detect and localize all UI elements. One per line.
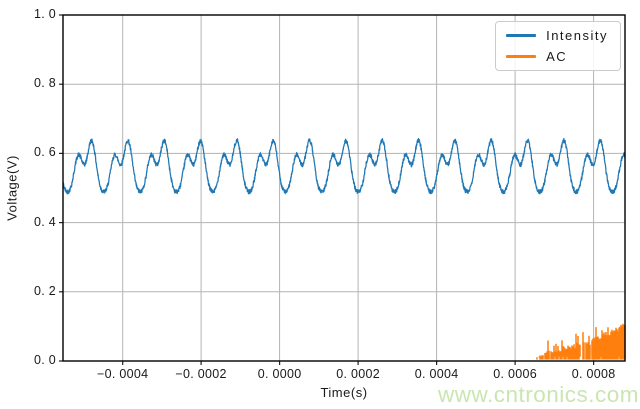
y-tick-label: 0. 6 [33, 145, 56, 160]
y-axis-label: Voltage(V) [4, 155, 20, 221]
ac-line-sample [506, 55, 537, 58]
intensity-series-path [62, 137, 626, 195]
x-tick-label: 0. 0006 [493, 367, 537, 381]
x-tick-label: 0. 0004 [414, 367, 459, 381]
legend-label-ac: AC [546, 49, 568, 64]
x-tick-label: 0. 0002 [336, 367, 380, 381]
legend-entry-intensity: Intensity [506, 27, 608, 44]
legend-entry-ac: AC [506, 48, 608, 65]
x-tick-label: −0. 0002 [175, 367, 227, 381]
plot-border [62, 14, 626, 362]
x-axis-label: Time(s) [320, 385, 368, 400]
ac-series-path [536, 323, 626, 360]
intensity-line-sample [506, 34, 537, 37]
y-tick-label: 0. 8 [33, 76, 56, 91]
y-tick-label: 0. 2 [33, 283, 56, 298]
y-tick-label: 1. 0 [33, 7, 56, 21]
y-tick-label: 0. 4 [33, 214, 56, 229]
legend-label-intensity: Intensity [546, 28, 608, 43]
y-tick-label: 0. 0 [33, 353, 56, 367]
legend: Intensity AC [495, 21, 621, 71]
x-tick-label: 0. 0000 [257, 367, 302, 381]
x-tick-label: −0. 0004 [96, 367, 149, 381]
x-tick-label: 0. 0008 [571, 367, 616, 381]
watermark: www.cntronics.com [437, 382, 639, 407]
